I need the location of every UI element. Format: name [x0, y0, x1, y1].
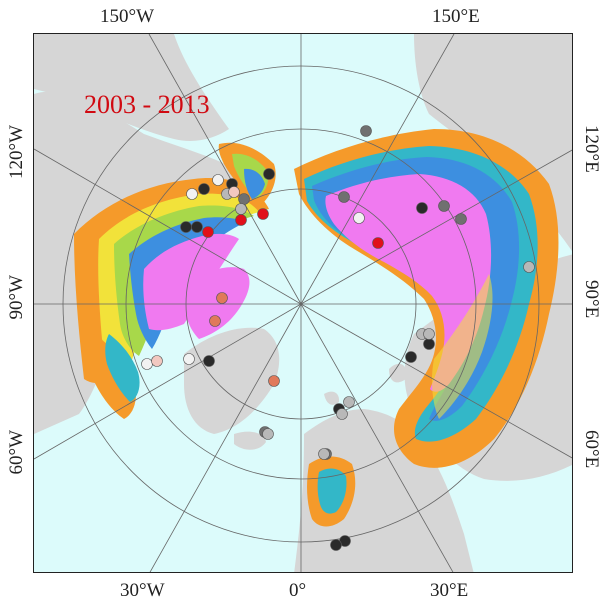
station-marker — [423, 338, 435, 350]
station-marker — [191, 221, 203, 233]
meridian-60e — [300, 303, 572, 459]
station-marker — [183, 353, 195, 365]
station-marker — [338, 191, 350, 203]
station-marker — [343, 396, 355, 408]
polar-map: 2003 - 2013 — [33, 33, 573, 573]
station-marker — [353, 212, 365, 224]
land-greenland — [184, 327, 280, 434]
station-marker — [228, 186, 240, 198]
polar-stereographic-map — [34, 34, 572, 572]
zone-magenta-eurasia — [325, 174, 492, 392]
station-layer — [141, 125, 535, 551]
land-svalbard — [324, 391, 340, 405]
zone-orange-na-south — [87, 334, 136, 419]
label-60w: 60°W — [6, 430, 27, 475]
station-marker — [360, 125, 372, 137]
meridian-30w — [149, 303, 302, 572]
label-0: 0° — [289, 580, 307, 601]
period-title: 2003 - 2013 — [84, 90, 210, 119]
label-90w: 90°W — [6, 275, 27, 320]
station-marker — [203, 355, 215, 367]
station-marker — [268, 375, 280, 387]
station-marker — [330, 539, 342, 551]
station-marker — [405, 351, 417, 363]
station-marker — [186, 188, 198, 200]
station-marker — [202, 226, 214, 238]
station-marker — [262, 428, 274, 440]
label-150w: 150°W — [100, 6, 155, 27]
station-marker — [235, 203, 247, 215]
land-north-america-west — [34, 34, 229, 141]
station-marker — [336, 408, 348, 420]
label-60e: 60°E — [581, 430, 602, 469]
station-marker — [212, 174, 224, 186]
station-marker — [216, 292, 228, 304]
station-marker — [455, 213, 467, 225]
land-iceland — [234, 431, 266, 450]
station-marker — [141, 358, 153, 370]
zone-magenta-na-islands — [184, 267, 250, 339]
station-marker — [180, 221, 192, 233]
station-marker — [423, 328, 435, 340]
meridian-30e — [300, 303, 454, 572]
label-120e: 120°E — [581, 125, 602, 173]
meridian-60w — [34, 303, 302, 460]
station-marker — [235, 214, 247, 226]
zone-cyan-na-south — [105, 334, 140, 402]
zone-magenta-na — [143, 233, 239, 331]
station-marker — [416, 202, 428, 214]
station-marker — [257, 208, 269, 220]
zone-yellow-eurasia-edge — [431, 274, 493, 419]
label-120w: 120°W — [6, 125, 27, 180]
meridian-120e — [300, 149, 572, 305]
station-marker — [238, 193, 250, 205]
meridian-120w — [34, 148, 302, 305]
station-marker — [438, 200, 450, 212]
label-30w: 30°W — [120, 580, 165, 601]
station-marker — [209, 315, 221, 327]
zone-cyan-scandinavia — [317, 468, 347, 514]
meridian-150w — [148, 34, 302, 305]
station-marker — [263, 168, 275, 180]
station-marker — [198, 183, 210, 195]
zone-blue-alaska — [244, 168, 265, 199]
meridian-150e — [300, 34, 455, 305]
graticule — [34, 34, 572, 572]
land-europe — [294, 409, 474, 572]
label-30e: 30°E — [430, 580, 469, 601]
station-marker — [151, 355, 163, 367]
land-novaya-zemlya — [389, 363, 407, 383]
label-150e: 150°E — [432, 6, 480, 27]
label-90e: 90°E — [581, 280, 602, 319]
station-marker — [372, 237, 384, 249]
station-marker — [523, 261, 535, 273]
station-marker — [318, 448, 330, 460]
